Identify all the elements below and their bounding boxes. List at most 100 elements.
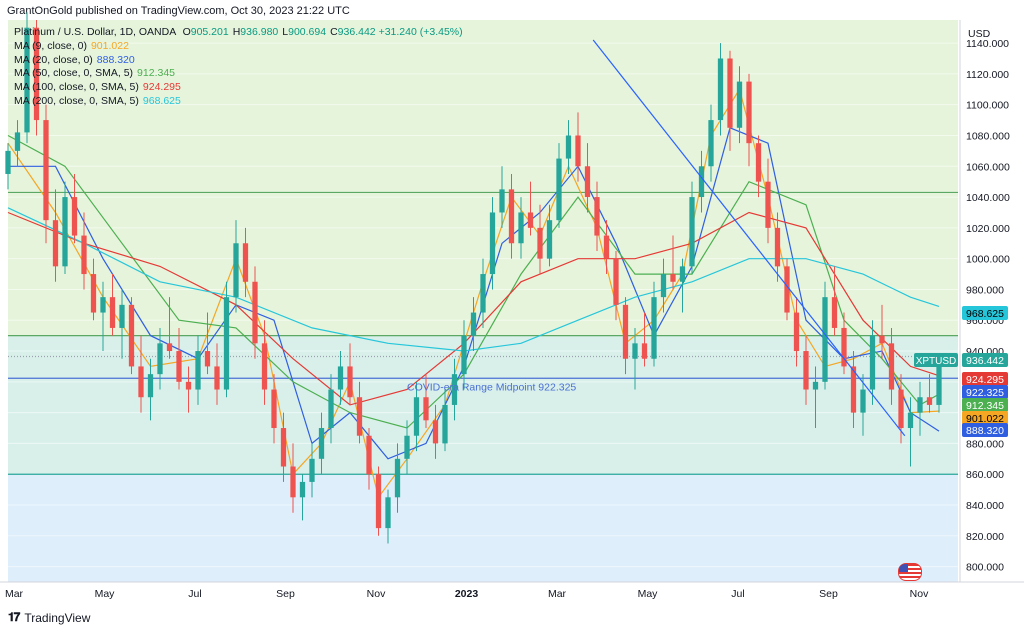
candle <box>109 274 116 336</box>
candle-body <box>157 343 163 375</box>
candle-body <box>670 274 676 282</box>
ohlc-h: H936.980 <box>232 26 279 38</box>
candle <box>850 351 857 429</box>
candle <box>461 320 467 390</box>
y-tick-label: 1100.000 <box>966 100 1009 112</box>
candle <box>43 104 49 244</box>
price-label-text: 912.345 <box>966 400 1004 412</box>
candle <box>71 173 78 244</box>
candle <box>24 12 30 144</box>
candle <box>879 304 885 359</box>
price-label: 922.325 <box>962 385 1008 399</box>
ohlc-c: C936.442 <box>330 26 376 38</box>
candle-body <box>461 335 467 375</box>
price-label: 901.022 <box>962 411 1008 425</box>
candle-body <box>594 197 600 236</box>
price-axis: 800.000820.000840.000860.000880.000900.0… <box>966 38 1010 574</box>
candle-body <box>784 266 790 313</box>
candle <box>166 297 173 359</box>
candle <box>869 320 876 405</box>
x-tick-label: Nov <box>910 588 929 600</box>
price-label-text: 924.295 <box>966 374 1004 386</box>
trendline <box>592 39 906 437</box>
x-tick-label: Mar <box>548 588 567 600</box>
candle <box>423 374 429 429</box>
candle-body <box>185 381 192 390</box>
candle <box>803 335 809 405</box>
candle-body <box>394 458 401 498</box>
price-label: 924.295 <box>962 372 1008 386</box>
chart-legend: Platinum / U.S. Dollar, 1D, OANDA O905.2… <box>14 26 463 109</box>
candle <box>660 258 667 313</box>
candle-body <box>166 343 173 352</box>
candle-body <box>33 27 40 121</box>
candle <box>499 166 505 228</box>
candle-body <box>565 135 572 159</box>
candle-body <box>62 197 68 267</box>
candle-body <box>698 166 705 198</box>
price-label-box <box>962 353 1008 367</box>
ohlc-l: L900.694 <box>282 26 327 38</box>
candle <box>670 235 676 290</box>
x-tick-label: Jul <box>731 588 744 600</box>
candle-body <box>337 366 344 390</box>
price-chart[interactable]: COVID-era Range Midpoint 922.325 USD 800… <box>0 0 1024 610</box>
x-tick-label: Mar <box>5 588 24 600</box>
candle <box>261 320 268 405</box>
candle-body <box>708 120 714 167</box>
candle <box>385 489 391 544</box>
candle-body <box>385 497 391 529</box>
candle-body <box>375 474 382 529</box>
price-label-box <box>962 306 1008 320</box>
x-tick-label: Sep <box>819 588 838 600</box>
candle-body <box>527 212 534 228</box>
candle-body <box>812 381 819 390</box>
candle-body <box>831 297 838 328</box>
y-tick-label: 980.000 <box>966 284 1004 296</box>
y-tick-label: 840.000 <box>966 500 1004 512</box>
footer: 𝟏𝟕 TradingView <box>8 610 90 625</box>
candle-body <box>869 335 876 390</box>
candle-body <box>736 81 743 128</box>
candle <box>784 258 790 321</box>
ohlc-value: 905.201 <box>190 26 229 38</box>
instrument-row: Platinum / U.S. Dollar, 1D, OANDA O905.2… <box>14 26 463 40</box>
candle <box>556 143 562 228</box>
candle <box>746 73 752 167</box>
candle-body <box>898 389 904 429</box>
candle <box>689 181 695 275</box>
price-label-box <box>962 398 1008 412</box>
candle-body <box>52 220 59 267</box>
candle <box>290 443 296 513</box>
ma-legend-row: MA (9, close, 0) 901.022 <box>14 40 463 54</box>
candle-body <box>328 389 334 429</box>
candle <box>822 281 828 390</box>
y-tick-label: 860.000 <box>966 469 1004 481</box>
candle <box>33 20 40 136</box>
candle-body <box>689 197 695 267</box>
candle-body <box>90 274 97 313</box>
candle-body <box>860 389 866 413</box>
candle-body <box>242 243 249 282</box>
candle-body <box>603 235 610 259</box>
candle-body <box>480 274 486 313</box>
candle <box>214 343 220 405</box>
x-tick-label: May <box>95 588 116 600</box>
candle <box>14 120 21 167</box>
candle-body <box>679 266 686 282</box>
price-label: XPTUSD 936.442 <box>914 353 1008 367</box>
candle-body <box>926 397 933 405</box>
price-labels: 968.625 XPTUSD 936.442 924.295922.325912.34… <box>914 306 1008 437</box>
candle-body <box>280 428 287 467</box>
candle <box>480 258 486 328</box>
currency-label: USD <box>968 28 991 40</box>
candle <box>138 335 144 413</box>
candle-body <box>727 58 733 128</box>
candle-body <box>546 220 553 259</box>
candle <box>594 181 600 251</box>
candle-body <box>489 212 496 275</box>
candle <box>603 220 610 275</box>
candle <box>242 227 249 298</box>
candle-body <box>822 297 828 382</box>
ma-legend-row: MA (100, close, 0, SMA, 5) 924.295 <box>14 81 463 95</box>
